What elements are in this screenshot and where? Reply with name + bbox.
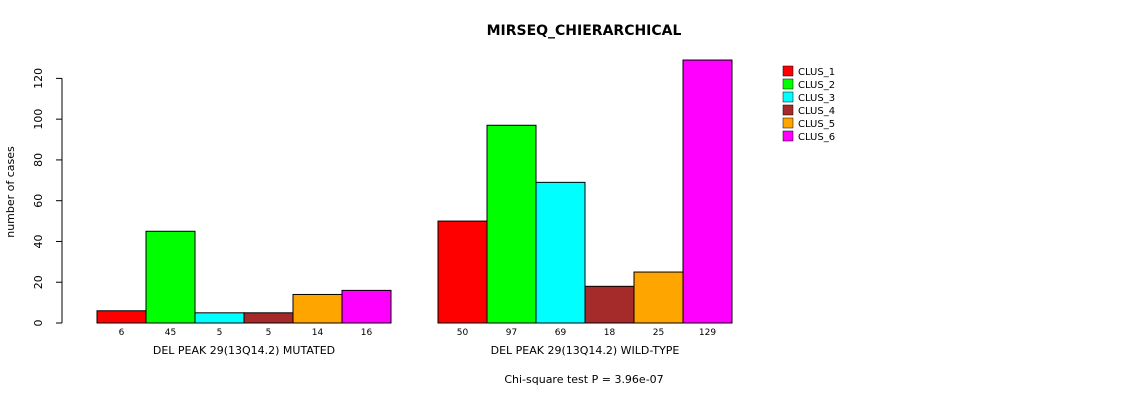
legend-swatch bbox=[782, 78, 794, 90]
y-tick-label: 40 bbox=[32, 234, 45, 248]
y-tick-label: 20 bbox=[32, 275, 45, 289]
y-tick-label: 80 bbox=[32, 153, 45, 167]
bar-value-label: 69 bbox=[555, 328, 567, 338]
bar-clus-4 bbox=[243, 312, 294, 324]
legend-swatch bbox=[782, 91, 794, 103]
legend-label: CLUS_1 bbox=[798, 67, 835, 78]
bar-value-label: 6 bbox=[119, 328, 125, 338]
bar-value-label: 45 bbox=[165, 328, 176, 338]
bar-clus-3 bbox=[535, 181, 586, 324]
bar-clus-6 bbox=[341, 289, 392, 324]
chart-title: MIRSEQ_CHIERARCHICAL bbox=[487, 23, 682, 39]
bar-value-label: 18 bbox=[604, 328, 616, 338]
legend-swatch bbox=[782, 130, 794, 142]
bar-clus-5 bbox=[633, 271, 684, 324]
bar-clus-1 bbox=[96, 310, 147, 324]
bar-value-label: 14 bbox=[312, 328, 324, 338]
y-tick-label: 0 bbox=[32, 320, 45, 327]
legend-label: CLUS_6 bbox=[798, 132, 835, 143]
group-label: DEL PEAK 29(13Q14.2) WILD-TYPE bbox=[491, 344, 680, 357]
legend-label: CLUS_2 bbox=[798, 80, 835, 91]
bar-clus-1 bbox=[437, 220, 488, 324]
bars: 6 45 5 5 14 16 50 97 69 18 25 129 bbox=[96, 59, 733, 338]
y-axis: 0 20 40 60 80 100 120 bbox=[32, 68, 63, 327]
bar-clus-2 bbox=[486, 124, 537, 324]
bar-clus-5 bbox=[292, 293, 343, 324]
bar-value-label: 97 bbox=[506, 328, 517, 338]
y-tick-label: 120 bbox=[32, 68, 45, 89]
bar-value-label: 25 bbox=[653, 328, 664, 338]
legend-label: CLUS_3 bbox=[798, 93, 835, 104]
bar-value-label: 5 bbox=[266, 328, 272, 338]
y-axis-label: number of cases bbox=[4, 146, 17, 238]
legend-label: CLUS_5 bbox=[798, 119, 835, 130]
bar-clus-4 bbox=[584, 285, 635, 324]
y-tick-label: 100 bbox=[32, 109, 45, 130]
group-labels: DEL PEAK 29(13Q14.2) MUTATED DEL PEAK 29(… bbox=[153, 344, 680, 357]
legend-swatch bbox=[782, 117, 794, 129]
bar-clus-3 bbox=[194, 312, 245, 324]
legend: CLUS_1 CLUS_2 CLUS_3 CLUS_4 CLUS_5 CLUS_6 bbox=[782, 65, 835, 143]
bar-value-label: 5 bbox=[217, 328, 223, 338]
group-label: DEL PEAK 29(13Q14.2) MUTATED bbox=[153, 344, 335, 357]
bar-value-label: 16 bbox=[361, 328, 373, 338]
bar-value-label: 129 bbox=[699, 328, 716, 338]
bar-clus-2 bbox=[145, 230, 196, 324]
bar-clus-6 bbox=[682, 59, 733, 324]
legend-swatch bbox=[782, 65, 794, 77]
chi-square-footer: Chi-square test P = 3.96e-07 bbox=[504, 373, 663, 386]
legend-label: CLUS_4 bbox=[798, 106, 835, 117]
bar-value-label: 50 bbox=[457, 328, 469, 338]
y-tick-label: 60 bbox=[32, 194, 45, 208]
legend-swatch bbox=[782, 104, 794, 116]
